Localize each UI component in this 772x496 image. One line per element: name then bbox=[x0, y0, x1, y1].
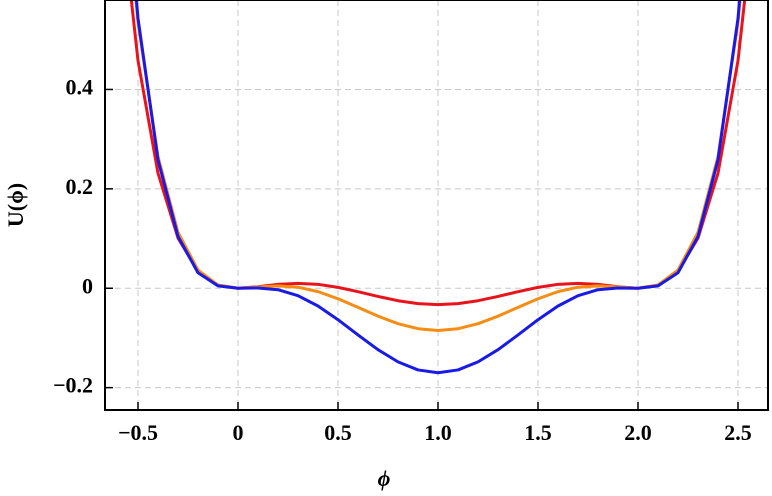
x-tick-label: 1.5 bbox=[524, 420, 552, 445]
y-tick-label: 0.4 bbox=[66, 75, 94, 100]
y-tick-label: 0 bbox=[82, 273, 93, 298]
plot-area bbox=[105, 0, 768, 410]
y-tick-label: −0.2 bbox=[53, 373, 93, 398]
x-tick-label: 1.0 bbox=[424, 420, 452, 445]
x-tick-label: −0.5 bbox=[118, 420, 158, 445]
x-tick-label: 0.5 bbox=[324, 420, 352, 445]
y-axis-label: U(ϕ) bbox=[3, 183, 28, 227]
y-tick-label: 0.2 bbox=[66, 174, 94, 199]
plot-frame bbox=[104, 0, 769, 411]
series-line bbox=[134, 0, 742, 375]
x-axis-label: ϕ bbox=[378, 466, 391, 491]
x-tick-label: 2.5 bbox=[724, 420, 752, 445]
x-tick-label: 0 bbox=[233, 420, 244, 445]
x-tick-label: 2.0 bbox=[624, 420, 652, 445]
